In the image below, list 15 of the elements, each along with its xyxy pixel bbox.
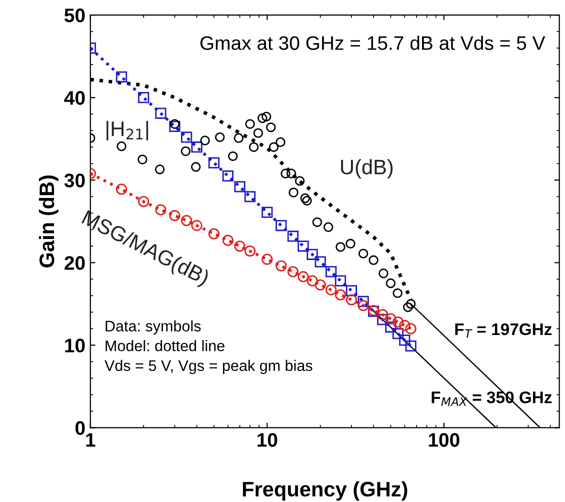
y-tick-label: 0 <box>75 421 85 435</box>
annotation: Gmax at 30 GHz = 15.7 dB at Vds = 5 V <box>200 36 546 50</box>
y-tick-label: 30 <box>64 174 85 188</box>
y-tick-label: 50 <box>64 8 85 22</box>
x-tick-label: 10 <box>258 433 278 447</box>
annotation: Data: symbols Model: dotted line Vds = 5 V, Vgs = peak gm bias <box>104 320 312 374</box>
y-tick-label: 10 <box>65 338 85 352</box>
annotation: F$_{T}$ = 197GHz <box>455 323 552 338</box>
x-axis-title: Frequency (GHz) <box>242 481 408 501</box>
series-label: U(dB) <box>341 159 393 179</box>
x-tick-label: 100 <box>428 433 460 447</box>
x-tick-label: 1 <box>86 433 96 447</box>
series-label: |H$_{21}$| <box>106 120 148 140</box>
y-axis-title: Gain (dB) <box>38 176 58 268</box>
y-tick-label: 40 <box>64 91 85 105</box>
